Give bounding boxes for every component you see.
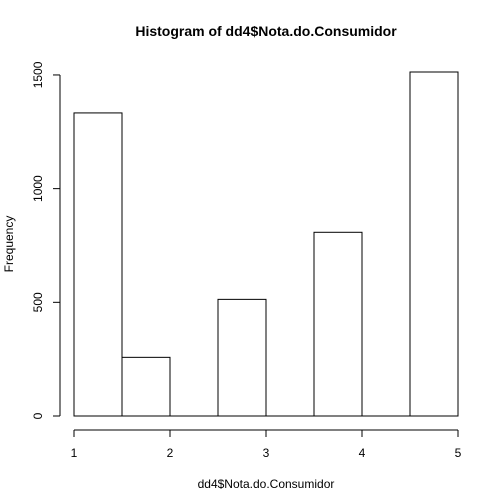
chart-title: Histogram of dd4$Nota.do.Consumidor <box>135 23 397 39</box>
x-axis: 1 2 3 4 5 <box>71 429 462 460</box>
x-tick-label-5: 5 <box>455 446 462 460</box>
y-tick-label-1000: 1000 <box>31 175 45 202</box>
x-axis-title: dd4$Nota.do.Consumidor <box>198 477 335 491</box>
bars-group <box>73 71 459 417</box>
histogram-bar-1 <box>73 112 123 417</box>
x-tick-label-1: 1 <box>71 446 78 460</box>
x-tick-label-2: 2 <box>167 446 174 460</box>
y-tick-label-0: 0 <box>31 412 45 419</box>
x-tick-label-4: 4 <box>359 446 366 460</box>
histogram-bar-2 <box>121 356 171 417</box>
y-axis-title: Frequency <box>2 216 16 273</box>
histogram-bar-4 <box>217 298 267 417</box>
x-tick-label-3: 3 <box>263 446 270 460</box>
y-tick-label-1500: 1500 <box>31 61 45 88</box>
histogram-bar-6 <box>313 231 363 417</box>
y-axis: 0 500 1000 1500 <box>31 61 61 419</box>
histogram-bar-8 <box>409 71 459 417</box>
y-tick-label-500: 500 <box>31 292 45 312</box>
